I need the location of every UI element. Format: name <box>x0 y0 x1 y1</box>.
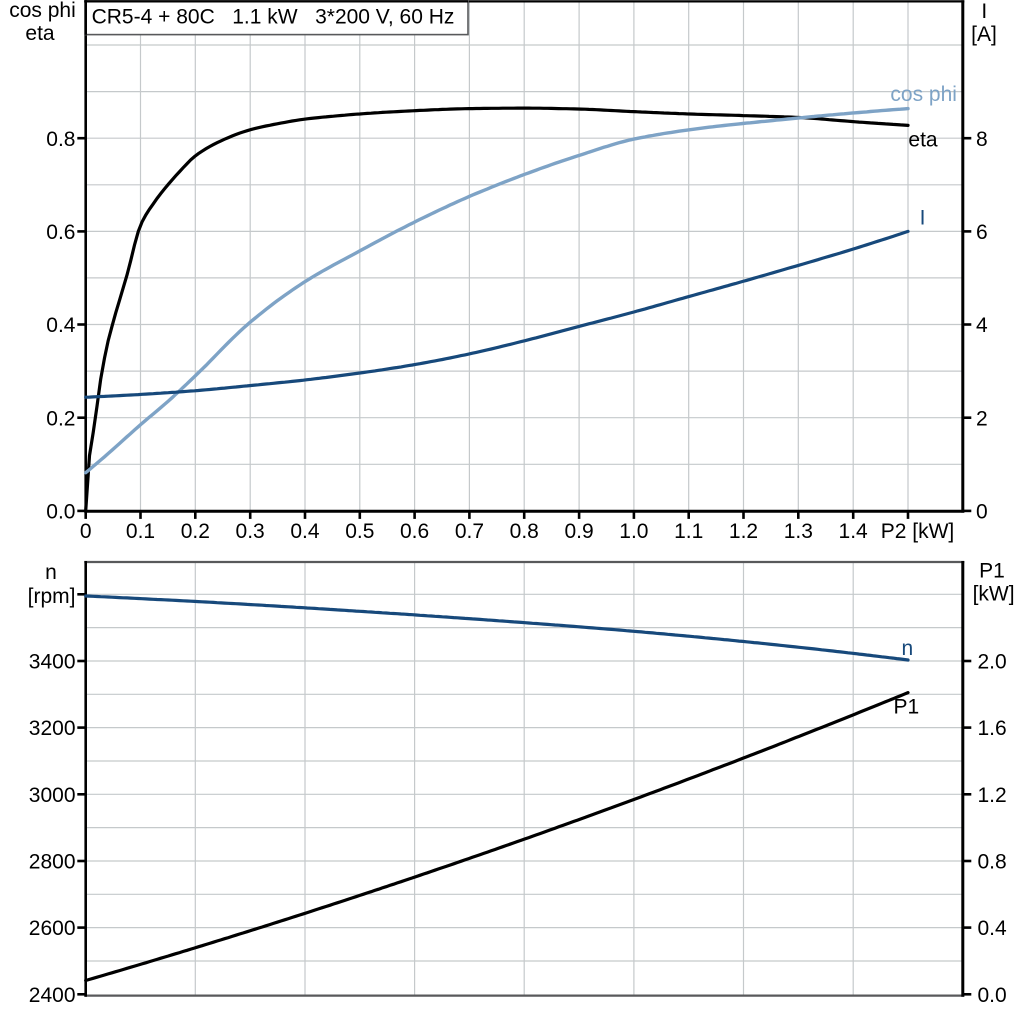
svg-text:2800: 2800 <box>29 851 76 874</box>
svg-text:0.8: 0.8 <box>510 520 539 543</box>
svg-text:0.8: 0.8 <box>46 128 75 151</box>
svg-text:0.2: 0.2 <box>181 520 210 543</box>
svg-text:P1: P1 <box>979 559 1005 582</box>
svg-text:[rpm]: [rpm] <box>28 585 76 608</box>
svg-text:P1: P1 <box>894 696 920 719</box>
svg-text:0.6: 0.6 <box>400 520 429 543</box>
svg-text:0.5: 0.5 <box>345 520 374 543</box>
svg-text:eta: eta <box>25 22 55 45</box>
svg-text:0.1: 0.1 <box>126 520 155 543</box>
svg-text:1.3: 1.3 <box>784 520 813 543</box>
svg-text:0: 0 <box>976 501 988 524</box>
svg-text:0.6: 0.6 <box>46 221 75 244</box>
svg-text:0.8: 0.8 <box>978 851 1007 874</box>
svg-text:n: n <box>901 637 913 660</box>
svg-text:1.4: 1.4 <box>839 520 869 543</box>
svg-text:0.9: 0.9 <box>564 520 593 543</box>
svg-text:P2 [kW]: P2 [kW] <box>881 520 955 543</box>
svg-text:4: 4 <box>976 314 988 337</box>
svg-text:0.4: 0.4 <box>290 520 320 543</box>
svg-text:3200: 3200 <box>29 717 76 740</box>
svg-text:0.3: 0.3 <box>236 520 265 543</box>
svg-text:[A]: [A] <box>971 23 997 46</box>
svg-text:0.0: 0.0 <box>46 501 75 524</box>
svg-text:0.7: 0.7 <box>455 520 484 543</box>
svg-text:2.0: 2.0 <box>978 651 1007 674</box>
svg-text:CR5-4 + 80C 1.1 kW 3*200 V: CR5-4 + 80C 1.1 kW 3*200 V, 60 Hz <box>92 5 455 28</box>
svg-text:I: I <box>920 207 926 230</box>
svg-text:1.1: 1.1 <box>674 520 703 543</box>
svg-text:0.4: 0.4 <box>46 314 76 337</box>
svg-text:0.2: 0.2 <box>46 407 75 430</box>
svg-text:1.0: 1.0 <box>619 520 648 543</box>
svg-text:8: 8 <box>976 128 988 151</box>
svg-text:eta: eta <box>908 128 938 151</box>
svg-text:1.2: 1.2 <box>978 784 1007 807</box>
svg-text:2: 2 <box>976 407 988 430</box>
svg-text:cos phi: cos phi <box>890 83 957 106</box>
svg-text:I: I <box>981 0 987 23</box>
svg-text:0: 0 <box>80 520 92 543</box>
svg-text:1.6: 1.6 <box>978 717 1007 740</box>
svg-text:[kW]: [kW] <box>973 582 1015 605</box>
svg-text:cos phi: cos phi <box>9 0 76 22</box>
svg-text:3000: 3000 <box>29 784 76 807</box>
svg-text:6: 6 <box>976 221 988 244</box>
svg-text:3400: 3400 <box>29 651 76 674</box>
svg-text:n: n <box>45 561 57 584</box>
svg-text:0.0: 0.0 <box>978 984 1007 1007</box>
svg-text:0.4: 0.4 <box>978 917 1008 940</box>
svg-text:1.2: 1.2 <box>729 520 758 543</box>
svg-text:2400: 2400 <box>29 984 76 1007</box>
svg-text:2600: 2600 <box>29 917 76 940</box>
